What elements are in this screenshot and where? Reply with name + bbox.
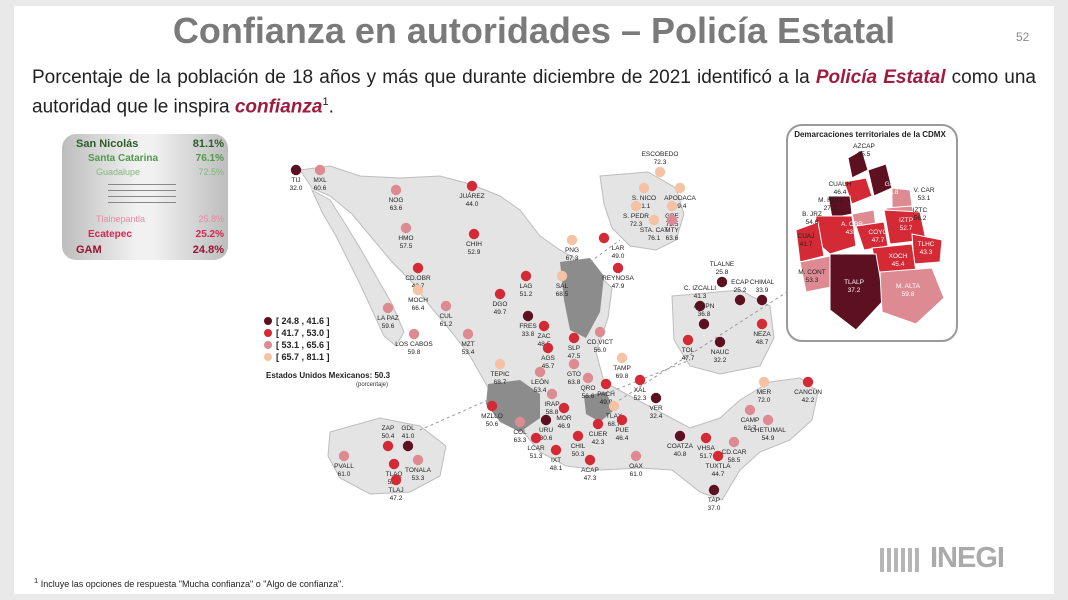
ranking-divider xyxy=(108,202,176,203)
page-number: 52 xyxy=(1016,30,1030,44)
cdmx-inset xyxy=(786,124,958,342)
ranking-name: Ecatepec xyxy=(88,229,132,240)
legend-item: [ 65.7 , 81.1 ] xyxy=(264,352,330,362)
ranking-value: 72.5% xyxy=(198,167,224,177)
ranking-name: Santa Catarina xyxy=(88,153,159,164)
legend-swatch xyxy=(264,317,272,325)
legend-item: [ 53.1 , 65.6 ] xyxy=(264,340,330,350)
slide-subtitle: Porcentaje de la población de 18 años y … xyxy=(32,66,1036,119)
slide-title: Confianza en autoridades – Policía Estat… xyxy=(172,10,896,51)
legend-swatch xyxy=(264,341,272,349)
legend-item: [ 24.8 , 41.6 ] xyxy=(264,316,330,326)
ranking-name: San Nicolás xyxy=(76,138,139,150)
legend-label: [ 65.7 , 81.1 ] xyxy=(276,352,330,362)
inegi-logo-icon xyxy=(880,548,919,572)
legend-label: [ 24.8 , 41.6 ] xyxy=(276,316,330,326)
subtitle-text: como una autoridad que le inspira xyxy=(32,67,1036,118)
subtitle-text: . xyxy=(328,96,334,118)
ranking-value: 25.8% xyxy=(198,214,224,224)
subtitle-text: Porcentaje de la población de 18 años y … xyxy=(32,67,816,88)
ranking-value: 81.1% xyxy=(192,138,224,150)
legend-item: [ 41.7 , 53.0 ] xyxy=(264,328,330,338)
ranking-name: Tlalnepantla xyxy=(96,214,146,224)
national-value: 50.3 xyxy=(374,371,391,380)
footnote: 1 Incluye las opciones de respuesta "Muc… xyxy=(34,576,344,589)
ranking-name: Guadalupe xyxy=(96,167,141,177)
subtitle-highlight-confianza: confianza xyxy=(234,96,323,118)
ranking-value: 24.8% xyxy=(192,244,224,256)
legend-swatch xyxy=(264,329,272,337)
footnote-text: Incluye las opciones de respuesta "Mucha… xyxy=(40,579,344,589)
national-average: Estados Unidos Mexicanos: 50.3 xyxy=(266,371,390,380)
legend-label: [ 53.1 , 65.6 ] xyxy=(276,340,330,350)
ranking-name: GAM xyxy=(76,244,102,256)
national-unit: (porcentaje) xyxy=(356,382,389,388)
legend-swatch xyxy=(264,353,272,361)
footnote-marker: 1 xyxy=(322,96,329,108)
ranking-value: 25.2% xyxy=(195,229,224,240)
footnote-mark: 1 xyxy=(34,576,39,585)
ranking-value: 76.1% xyxy=(195,153,224,164)
ranking-divider xyxy=(108,184,176,185)
inegi-logo-text: INEGI xyxy=(930,542,1005,574)
ranking-divider xyxy=(108,196,176,197)
ranking-box: San Nicolás 81.1% Santa Catarina 76.1% Gua… xyxy=(62,134,228,260)
subtitle-highlight-policia: Policía Estatal xyxy=(815,67,946,88)
ranking-divider xyxy=(108,190,176,191)
legend-label: [ 41.7 , 53.0 ] xyxy=(276,328,330,338)
cdmx-title: Demarcaciones territoriales de la CDMX xyxy=(794,130,946,139)
national-label: Estados Unidos Mexicanos: xyxy=(266,371,373,380)
